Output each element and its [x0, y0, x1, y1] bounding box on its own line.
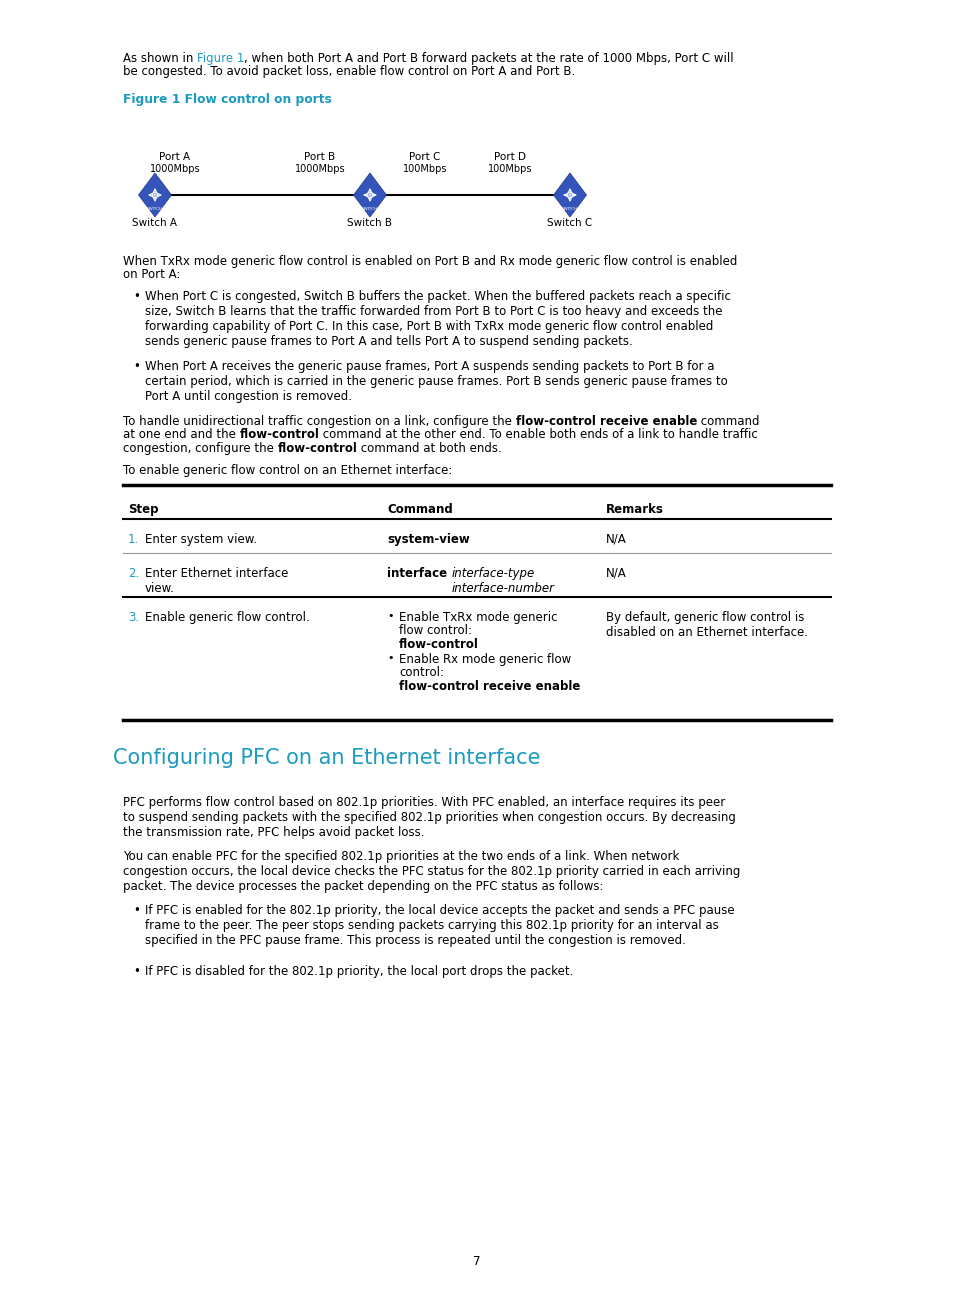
Text: Enter Ethernet interface
view.: Enter Ethernet interface view. — [145, 568, 288, 595]
Text: Remarks: Remarks — [605, 503, 663, 516]
Text: Switch A: Switch A — [132, 218, 177, 228]
Text: flow-control receive enable: flow-control receive enable — [515, 415, 697, 428]
Text: PFC performs flow control based on 802.1p priorities. With PFC enabled, an inter: PFC performs flow control based on 802.1… — [123, 796, 735, 839]
Text: If PFC is enabled for the 802.1p priority, the local device accepts the packet a: If PFC is enabled for the 802.1p priorit… — [145, 905, 734, 947]
Text: Figure 1: Figure 1 — [197, 52, 244, 65]
Text: flow-control: flow-control — [239, 429, 319, 442]
Text: Enable generic flow control.: Enable generic flow control. — [145, 610, 310, 623]
Text: flow-control: flow-control — [277, 442, 357, 455]
Text: flow-control receive enable: flow-control receive enable — [398, 680, 579, 693]
Text: interface-type
interface-number: interface-type interface-number — [451, 568, 554, 595]
Text: flow-control: flow-control — [398, 638, 478, 651]
Text: be congested. To avoid packet loss, enable flow control on Port A and Port B.: be congested. To avoid packet loss, enab… — [123, 66, 575, 79]
Text: 1000Mbps: 1000Mbps — [294, 165, 345, 174]
Text: By default, generic flow control is
disabled on an Ethernet interface.: By default, generic flow control is disa… — [605, 610, 807, 639]
Text: 1.: 1. — [128, 533, 139, 546]
Text: flow control:: flow control: — [398, 625, 472, 638]
Text: •: • — [132, 905, 140, 918]
Text: N/A: N/A — [605, 533, 626, 546]
Text: When Port A receives the generic pause frames, Port A suspends sending packets t: When Port A receives the generic pause f… — [145, 360, 727, 403]
Text: Switch B: Switch B — [347, 218, 392, 228]
Text: command: command — [697, 415, 759, 428]
Polygon shape — [138, 172, 172, 216]
Text: Port D: Port D — [494, 152, 525, 162]
Text: command at both ends.: command at both ends. — [357, 442, 501, 455]
Text: When TxRx mode generic flow control is enabled on Port B and Rx mode generic flo: When TxRx mode generic flow control is e… — [123, 255, 737, 268]
Text: To enable generic flow control on an Ethernet interface:: To enable generic flow control on an Eth… — [123, 464, 452, 477]
Text: •: • — [387, 610, 393, 621]
Text: •: • — [132, 290, 140, 303]
Text: 100Mbps: 100Mbps — [487, 165, 532, 174]
Text: Port B: Port B — [304, 152, 335, 162]
Text: Figure 1 Flow control on ports: Figure 1 Flow control on ports — [123, 92, 332, 105]
Text: Port A: Port A — [159, 152, 191, 162]
Text: Enable TxRx mode generic: Enable TxRx mode generic — [398, 610, 557, 623]
Text: 3.: 3. — [128, 610, 139, 623]
Text: command at the other end. To enable both ends of a link to handle traffic: command at the other end. To enable both… — [319, 429, 758, 442]
Text: Port C: Port C — [409, 152, 440, 162]
Text: SWITCH: SWITCH — [147, 207, 163, 211]
Polygon shape — [553, 172, 586, 216]
Text: at one end and the: at one end and the — [123, 429, 239, 442]
Text: SWITCH: SWITCH — [361, 207, 377, 211]
Text: Step: Step — [128, 503, 158, 516]
Text: 100Mbps: 100Mbps — [402, 165, 447, 174]
Text: system-view: system-view — [387, 533, 469, 546]
Text: on Port A:: on Port A: — [123, 268, 180, 281]
Text: When Port C is congested, Switch B buffers the packet. When the buffered packets: When Port C is congested, Switch B buffe… — [145, 290, 730, 349]
Text: congestion, configure the: congestion, configure the — [123, 442, 277, 455]
Text: As shown in: As shown in — [123, 52, 197, 65]
Text: Command: Command — [387, 503, 453, 516]
Text: 7: 7 — [473, 1255, 480, 1267]
Text: SWITCH: SWITCH — [561, 207, 578, 211]
Text: N/A: N/A — [605, 568, 626, 581]
Polygon shape — [354, 172, 386, 216]
Text: If PFC is disabled for the 802.1p priority, the local port drops the packet.: If PFC is disabled for the 802.1p priori… — [145, 966, 573, 978]
Text: 1000Mbps: 1000Mbps — [150, 165, 200, 174]
Text: 2.: 2. — [128, 568, 139, 581]
Text: •: • — [132, 360, 140, 373]
Text: control:: control: — [398, 666, 443, 679]
Text: To handle unidirectional traffic congestion on a link, configure the: To handle unidirectional traffic congest… — [123, 415, 515, 428]
Text: Enable Rx mode generic flow: Enable Rx mode generic flow — [398, 653, 571, 666]
Text: interface: interface — [387, 568, 451, 581]
Text: •: • — [387, 653, 393, 662]
Text: Switch C: Switch C — [547, 218, 592, 228]
Text: You can enable PFC for the specified 802.1p priorities at the two ends of a link: You can enable PFC for the specified 802… — [123, 850, 740, 893]
Text: •: • — [132, 966, 140, 978]
Text: , when both Port A and Port B forward packets at the rate of 1000 Mbps, Port C w: , when both Port A and Port B forward pa… — [244, 52, 734, 65]
Text: Configuring PFC on an Ethernet interface: Configuring PFC on an Ethernet interface — [112, 748, 540, 769]
Text: Enter system view.: Enter system view. — [145, 533, 256, 546]
